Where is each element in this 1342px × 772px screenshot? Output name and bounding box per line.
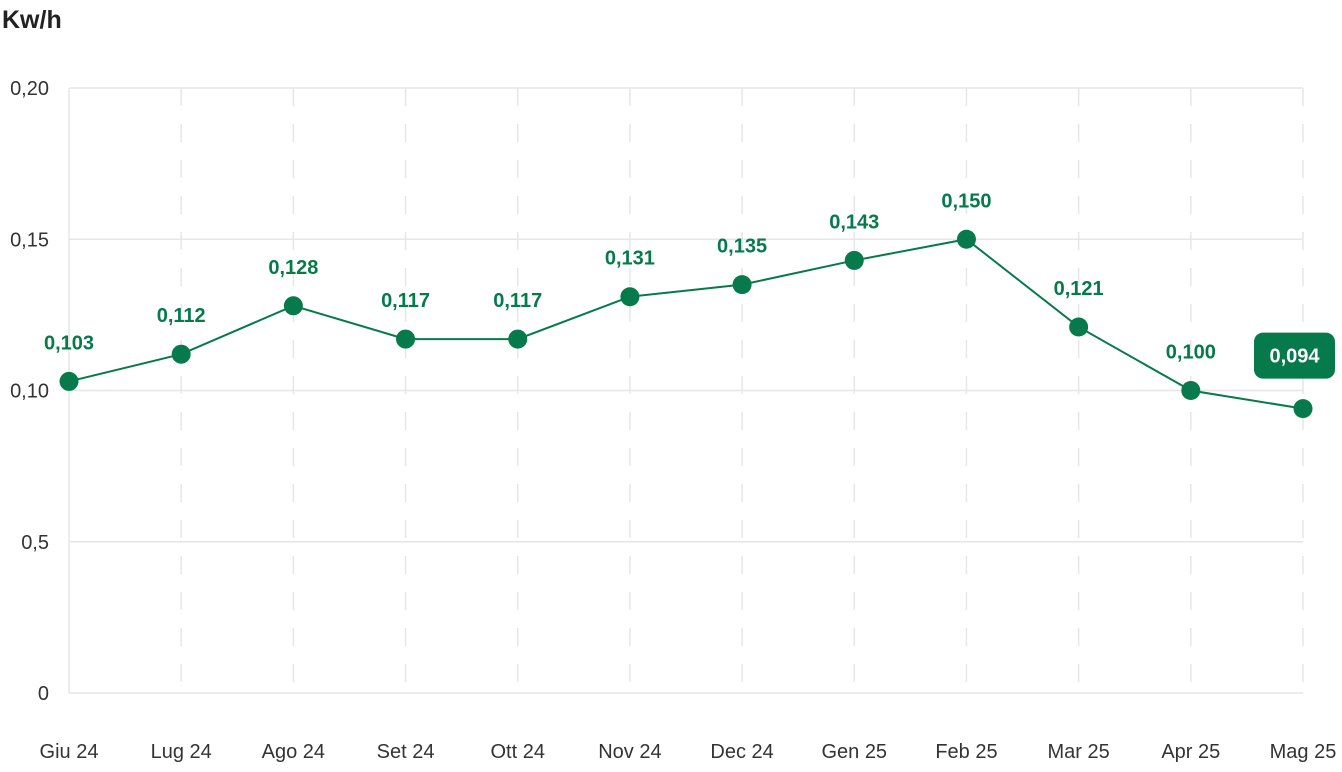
x-tick-label: Giu 24 <box>40 741 99 763</box>
data-label: 0,135 <box>717 236 767 258</box>
x-tick-label: Gen 25 <box>821 741 887 763</box>
data-point <box>732 275 752 295</box>
highlight-label: 0,094 <box>1254 332 1335 379</box>
x-tick-label: Mar 25 <box>1048 741 1110 763</box>
x-tick-label: Set 24 <box>377 741 435 763</box>
y-tick-label: 0 <box>38 683 49 705</box>
data-point <box>508 329 528 349</box>
x-tick-label: Ago 24 <box>262 741 325 763</box>
data-label: 0,150 <box>941 190 991 212</box>
y-tick-label: 0,15 <box>10 229 49 251</box>
data-label: 0,112 <box>157 305 206 327</box>
series-line <box>68 238 1304 410</box>
x-tick-label: Mag 25 <box>1270 741 1337 763</box>
y-tick-label: 0,5 <box>21 532 49 554</box>
data-point <box>59 371 79 391</box>
y-tick-label: 0,10 <box>10 381 49 403</box>
x-tick-label: Ott 24 <box>490 741 544 763</box>
data-point <box>1181 381 1201 400</box>
x-tick-label: Nov 24 <box>598 741 661 763</box>
x-tick-label: Lug 24 <box>151 741 212 763</box>
data-label: 0,131 <box>605 248 655 270</box>
data-label: 0,103 <box>44 332 94 354</box>
x-tick-label: Apr 25 <box>1161 741 1220 763</box>
data-label: 0,117 <box>493 290 542 312</box>
data-point <box>283 296 303 316</box>
data-point <box>396 329 416 349</box>
x-tick-label: Dec 24 <box>710 741 773 763</box>
x-tick-label: Feb 25 <box>935 741 997 763</box>
data-point <box>620 287 640 307</box>
data-label: 0,121 <box>1054 278 1104 300</box>
data-label: 0,117 <box>381 290 430 312</box>
data-point <box>1069 317 1089 337</box>
data-label: 0,143 <box>829 211 879 233</box>
data-label: 0,094 <box>1269 346 1320 368</box>
data-label: 0,128 <box>268 257 318 279</box>
data-point <box>171 344 191 364</box>
data-point <box>956 229 976 249</box>
highlight-label-bg <box>1254 332 1335 379</box>
data-point <box>1293 399 1313 419</box>
chart-title: Kw/h <box>2 6 62 34</box>
y-tick-label: 0,20 <box>10 78 49 100</box>
data-point <box>844 250 864 270</box>
data-label: 0,100 <box>1166 342 1216 364</box>
